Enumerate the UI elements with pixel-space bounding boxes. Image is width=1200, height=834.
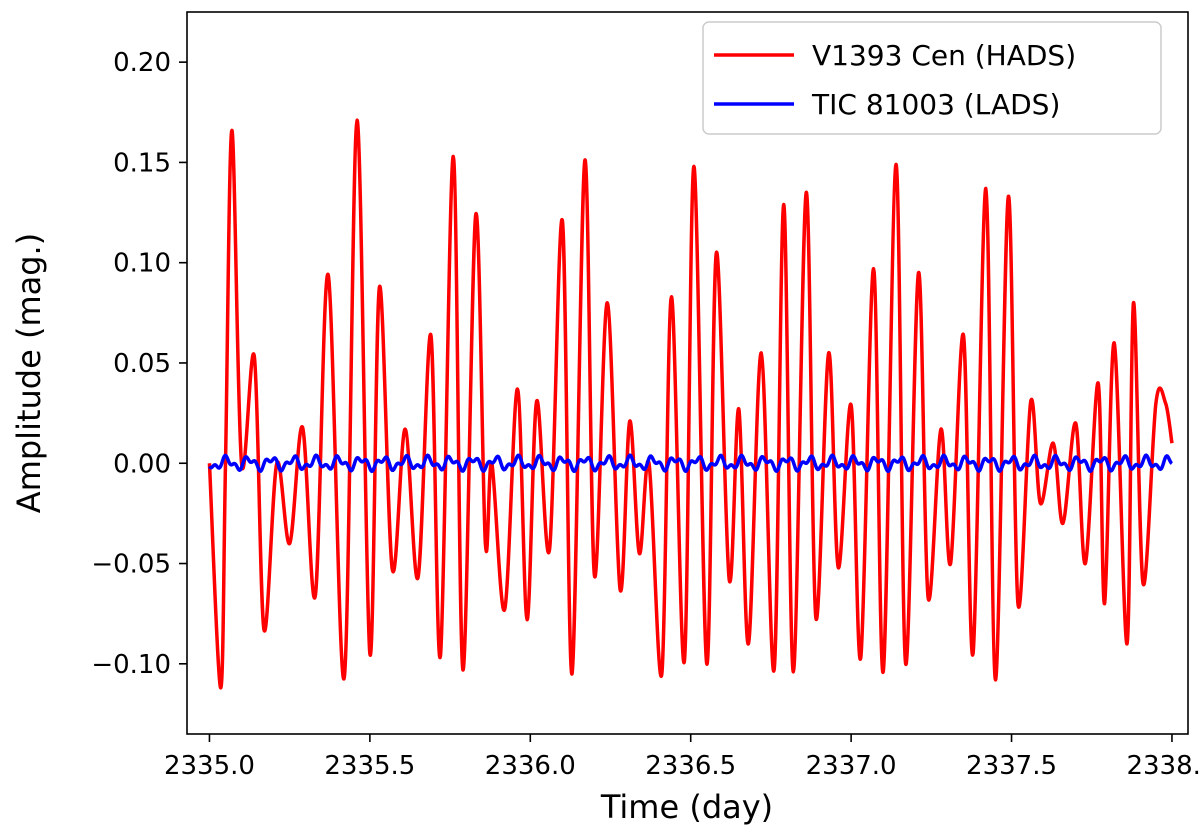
y-tick-label: 0.00 [113,449,171,479]
series-line-lads [208,453,1173,474]
x-axis-ticks: 2335.0 2335.5 2336.0 2336.5 2337.0 2337.5 2338… [164,734,1200,781]
series-layer [207,118,1174,690]
x-axis-label: Time (day) [600,788,773,826]
x-tick-label: 2335.5 [324,751,415,781]
y-tick-label: 0.10 [113,249,171,279]
y-axis-label: Amplitude (mag.) [10,233,48,513]
y-tick-label: −0.10 [91,650,171,680]
legend-label-lads: TIC 81003 (LADS) [811,88,1060,121]
legend-box [702,21,1162,135]
y-tick-label: −0.05 [91,550,171,580]
series-line-hads [207,118,1174,690]
x-tick-label: 2336.0 [485,751,576,781]
legend: V1393 Cen (HADS) TIC 81003 (LADS) [702,21,1162,135]
x-tick-label: 2338.0 [1126,751,1200,781]
x-tick-label: 2337.0 [806,751,897,781]
y-axis-ticks: −0.10 −0.05 0.00 0.05 0.10 0.15 0.20 [91,48,187,680]
legend-label-hads: V1393 Cen (HADS) [812,39,1076,72]
x-tick-label: 2335.0 [164,751,255,781]
x-tick-label: 2336.5 [645,751,736,781]
x-tick-label: 2337.5 [966,751,1057,781]
y-tick-label: 0.05 [113,349,171,379]
y-tick-label: 0.20 [113,48,171,78]
y-tick-label: 0.15 [113,148,171,178]
